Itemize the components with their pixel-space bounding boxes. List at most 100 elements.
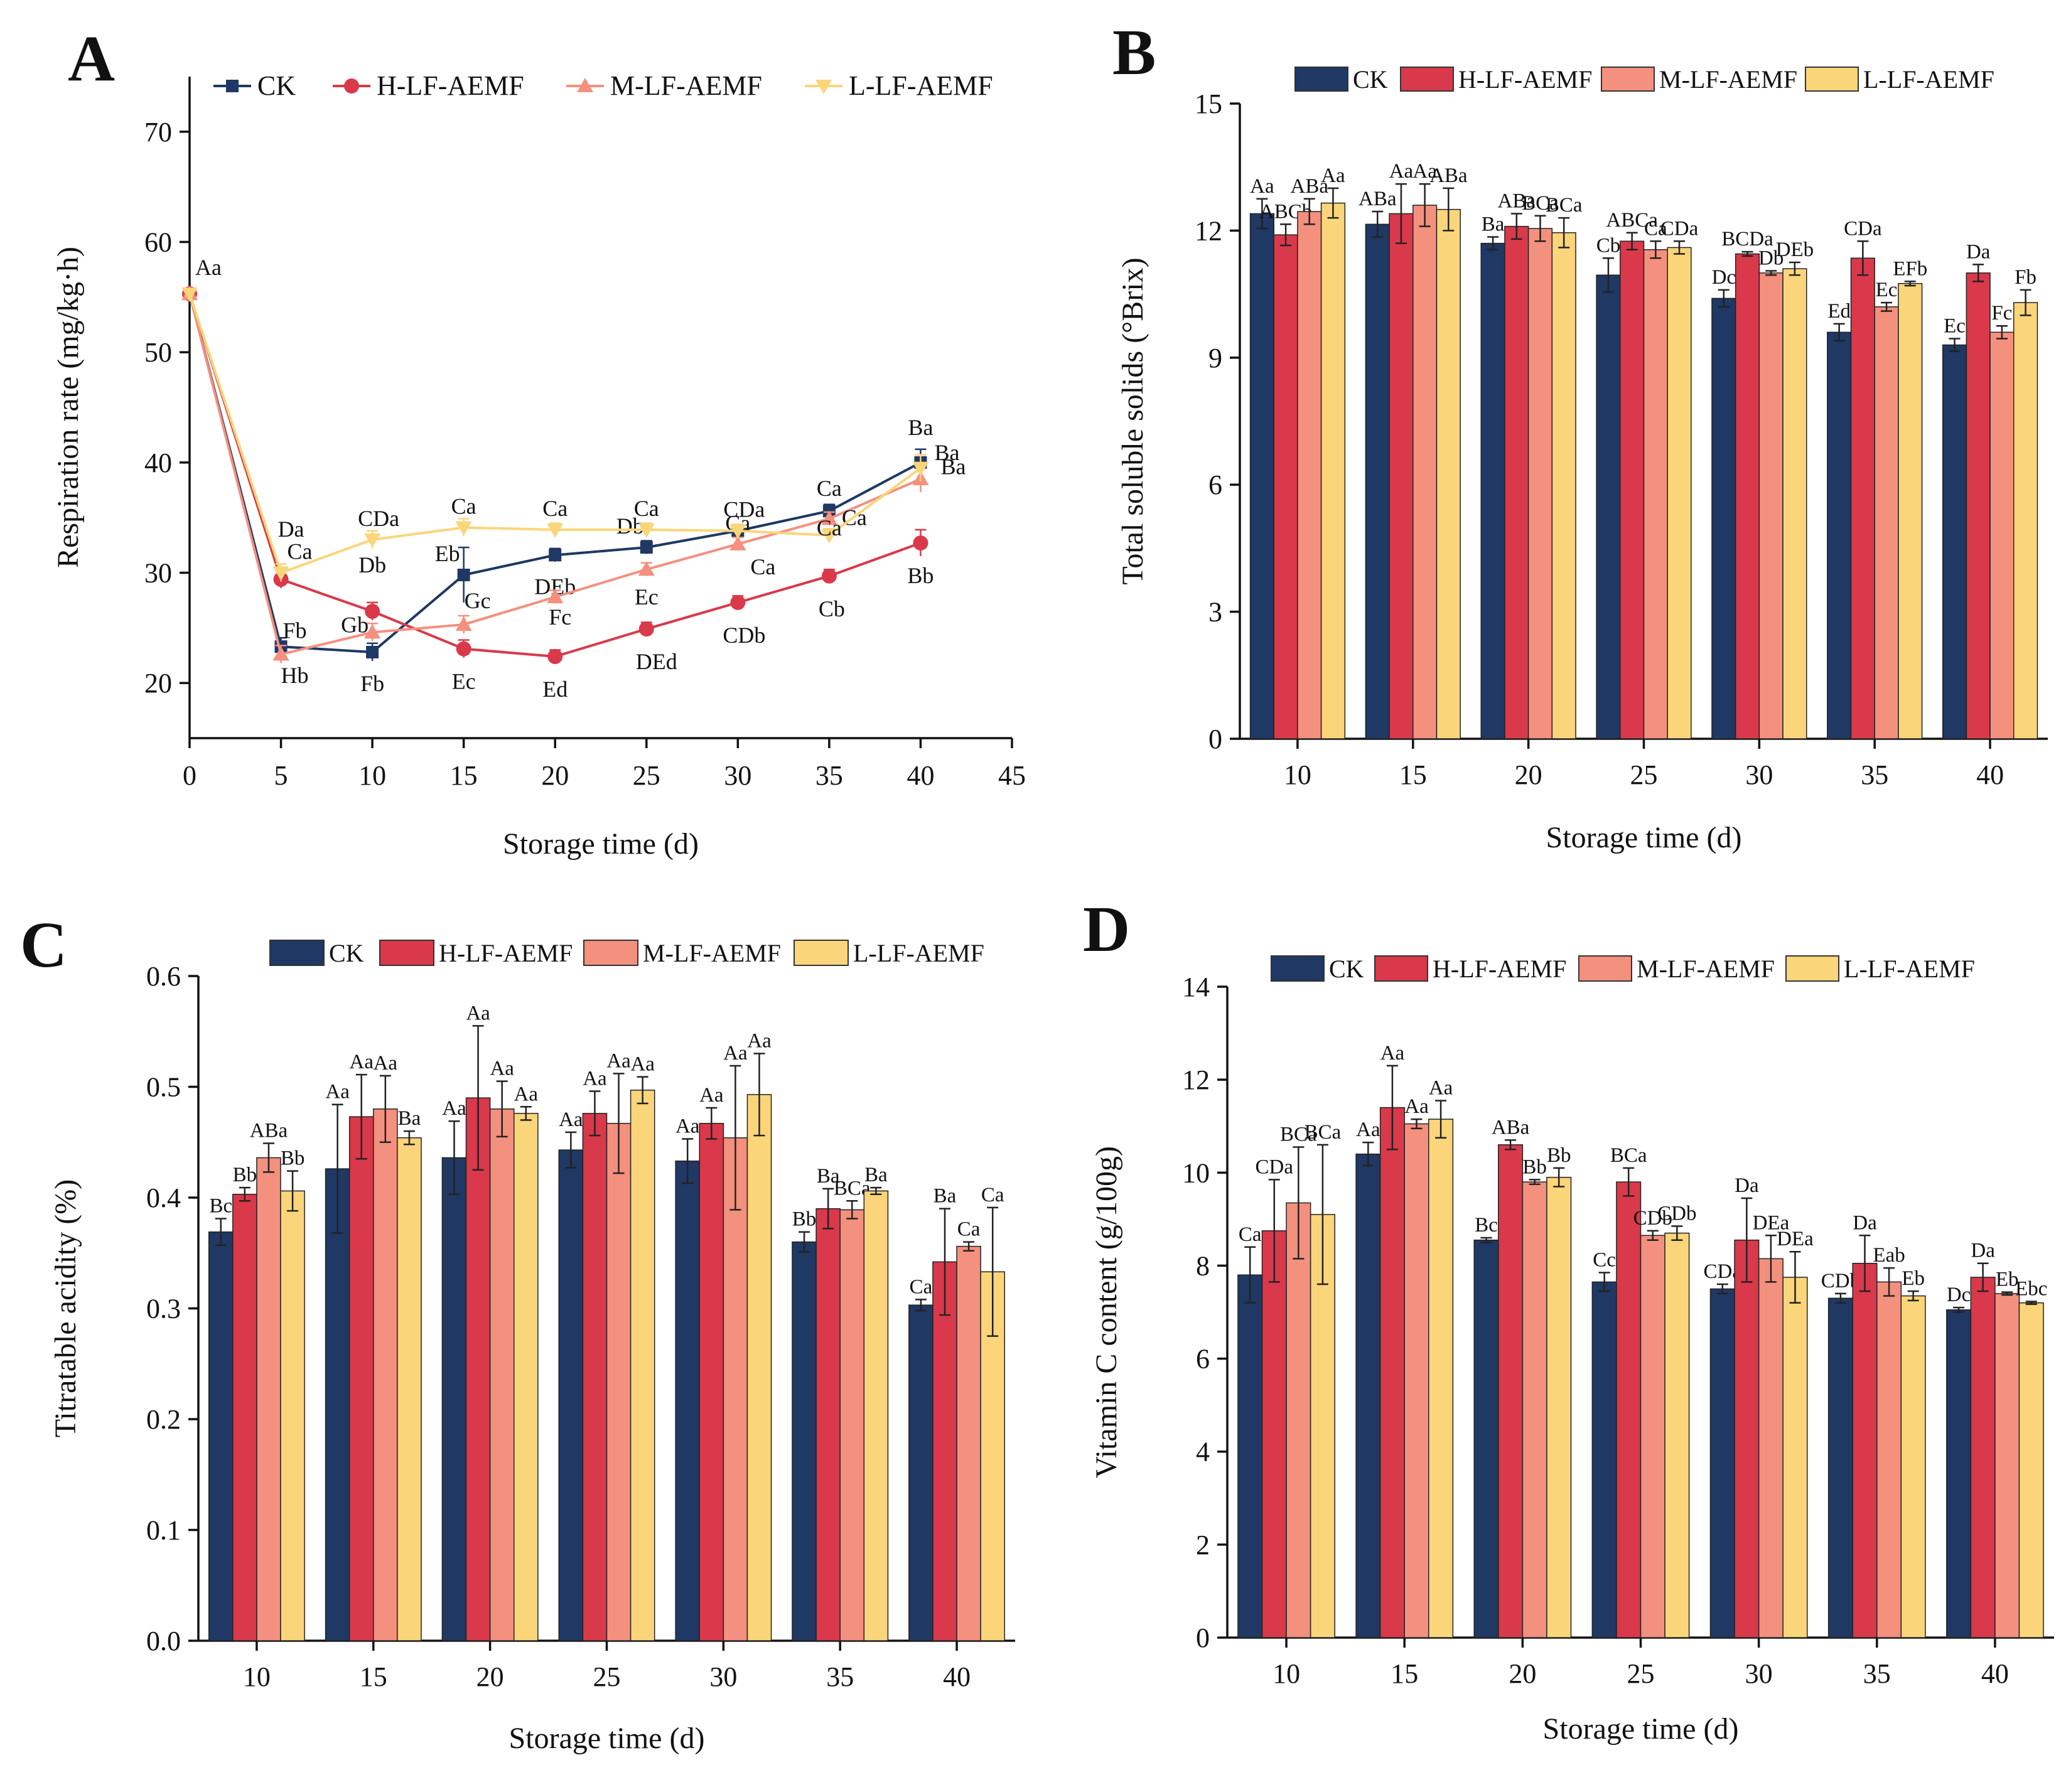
D-bar-2-4 bbox=[1758, 1258, 1784, 1638]
A-point-0-4 bbox=[549, 549, 562, 562]
B-y-tick-label-3: 9 bbox=[1208, 343, 1222, 373]
C-data-label-3-2: Aa bbox=[514, 1083, 539, 1105]
B-bar-1-2 bbox=[1504, 225, 1529, 739]
A-point-2-6 bbox=[729, 535, 746, 550]
A-y-tick-label-0: 20 bbox=[144, 668, 172, 699]
C-bar-3-2 bbox=[513, 1113, 539, 1641]
D-x-tick-label-3: 25 bbox=[1627, 1658, 1655, 1689]
A-point-2-5 bbox=[638, 561, 655, 576]
panel-C-chart: 0.0 0.1 0.2 0.3 0.4 0.5 0.6 10 15 20 25 30 35 40 Stora… bbox=[49, 939, 1015, 1755]
C-bar-1-6 bbox=[932, 1261, 957, 1641]
D-bar-2-1 bbox=[1404, 1123, 1429, 1638]
D-bar-3-4 bbox=[1782, 1277, 1808, 1638]
D-bar-0-4 bbox=[1709, 1288, 1735, 1638]
C-legend-label-0: CK bbox=[329, 939, 364, 967]
C-bar-2-6 bbox=[956, 1245, 981, 1641]
D-bar-2-0 bbox=[1286, 1202, 1311, 1638]
D-data-label-3-3: CDb bbox=[1657, 1202, 1696, 1225]
C-x-tick-label-6: 40 bbox=[943, 1661, 971, 1692]
B-data-label-3-6: Fb bbox=[2015, 266, 2036, 289]
B-bar-2-3 bbox=[1643, 249, 1668, 739]
B-bar-1-5 bbox=[1850, 257, 1875, 739]
A-point-3-8 bbox=[912, 461, 929, 476]
A-x-tick-label-6: 30 bbox=[724, 760, 751, 791]
A-data-label-0-2: Fb bbox=[360, 671, 384, 696]
A-y-tick-label-2: 40 bbox=[144, 448, 172, 478]
D-data-label-1-0: CDa bbox=[1256, 1156, 1294, 1178]
A-data-label-2-4: Fc bbox=[549, 604, 571, 630]
B-data-label-1-1: Aa bbox=[1389, 160, 1414, 183]
D-bar-1-0 bbox=[1261, 1230, 1287, 1638]
B-y-tick-label-0: 0 bbox=[1208, 724, 1222, 754]
B-legend-label-1: H-LF-AEMF bbox=[1458, 65, 1592, 94]
B-x-tick-label-6: 40 bbox=[1976, 759, 2004, 790]
A-legend-label-3: L-LF-AEMF bbox=[849, 70, 993, 101]
D-bar-0-2 bbox=[1473, 1239, 1499, 1638]
A-x-axis-title: Storage time (d) bbox=[503, 827, 699, 861]
panel-letter-B: B bbox=[1112, 16, 1156, 89]
B-legend-swatch-3 bbox=[1805, 67, 1859, 92]
C-y-axis-title: Titratable acidity (%) bbox=[49, 1179, 82, 1437]
C-bar-1-4 bbox=[699, 1122, 724, 1641]
C-x-tick-label-0: 10 bbox=[243, 1661, 271, 1692]
A-legend-label-1: H-LF-AEMF bbox=[377, 70, 524, 101]
B-bar-3-6 bbox=[2013, 302, 2038, 739]
D-x-tick-label-6: 40 bbox=[1981, 1658, 2009, 1689]
A-point-2-4 bbox=[547, 589, 564, 604]
A-y-tick-label-1: 30 bbox=[144, 558, 172, 589]
C-y-tick-label-6: 0.6 bbox=[146, 961, 181, 992]
C-bar-0-5 bbox=[792, 1241, 817, 1641]
A-point-3-4 bbox=[547, 523, 564, 538]
C-data-label-0-6: Ca bbox=[910, 1275, 933, 1298]
A-point-1-6 bbox=[730, 594, 746, 610]
D-legend-swatch-0 bbox=[1271, 955, 1325, 982]
B-y-tick-label-2: 6 bbox=[1208, 469, 1222, 500]
B-x-tick-label-1: 15 bbox=[1399, 759, 1427, 790]
A-data-label-0-8: Ba bbox=[908, 415, 933, 440]
C-data-label-3-6: Ca bbox=[981, 1184, 1004, 1206]
B-bar-0-2 bbox=[1480, 242, 1505, 739]
B-data-label-1-3: ABCa bbox=[1606, 209, 1658, 232]
D-data-label-3-5: Eb bbox=[1902, 1267, 1925, 1290]
D-x-tick-label-5: 35 bbox=[1863, 1658, 1891, 1689]
B-bar-0-5 bbox=[1827, 331, 1852, 739]
B-data-label-1-6: Da bbox=[1966, 240, 1991, 263]
D-bar-1-3 bbox=[1616, 1181, 1642, 1638]
B-bar-0-1 bbox=[1365, 223, 1390, 739]
A-point-3-0 bbox=[181, 287, 198, 303]
B-bar-1-4 bbox=[1735, 253, 1760, 739]
D-bar-1-4 bbox=[1734, 1239, 1760, 1638]
D-bar-1-2 bbox=[1498, 1144, 1524, 1638]
B-x-tick-label-2: 20 bbox=[1515, 759, 1542, 790]
D-legend-swatch-2 bbox=[1578, 955, 1632, 982]
A-point-3-5 bbox=[638, 523, 655, 538]
A-x-tick-label-1: 5 bbox=[274, 760, 288, 791]
A-data-label-0-7: Ca bbox=[817, 476, 842, 501]
B-x-tick-label-0: 10 bbox=[1284, 759, 1311, 790]
C-bar-2-2 bbox=[489, 1108, 515, 1641]
D-data-label-0-3: Cc bbox=[1593, 1249, 1616, 1272]
D-y-tick-label-5: 10 bbox=[1182, 1157, 1210, 1188]
B-x-tick-label-5: 35 bbox=[1861, 759, 1888, 790]
D-bar-3-5 bbox=[1900, 1295, 1926, 1638]
D-legend-label-3: L-LF-AEMF bbox=[1844, 955, 1975, 983]
B-data-label-3-1: ABa bbox=[1429, 164, 1468, 187]
C-data-label-2-6: Ca bbox=[957, 1218, 981, 1241]
B-bar-2-5 bbox=[1874, 306, 1899, 739]
B-data-label-2-4: Db bbox=[1758, 247, 1784, 269]
B-bar-2-0 bbox=[1297, 211, 1322, 739]
B-bar-1-6 bbox=[1966, 272, 1991, 739]
C-bar-2-3 bbox=[606, 1122, 632, 1641]
B-y-axis-title: Total soluble solids (°Brix) bbox=[1116, 257, 1149, 584]
A-data-label-1-7: Cb bbox=[819, 596, 845, 621]
B-y-tick-label-1: 3 bbox=[1208, 597, 1222, 628]
A-y-tick-label-5: 70 bbox=[144, 117, 172, 148]
D-data-label-0-1: Aa bbox=[1356, 1119, 1380, 1141]
C-data-label-2-2: Aa bbox=[490, 1058, 514, 1080]
C-data-label-1-0: Bb bbox=[233, 1164, 257, 1186]
D-bar-1-5 bbox=[1852, 1262, 1878, 1638]
B-data-label-2-0: ABa bbox=[1291, 175, 1329, 198]
C-data-label-1-6: Ba bbox=[933, 1185, 957, 1208]
B-bar-2-1 bbox=[1412, 205, 1438, 739]
